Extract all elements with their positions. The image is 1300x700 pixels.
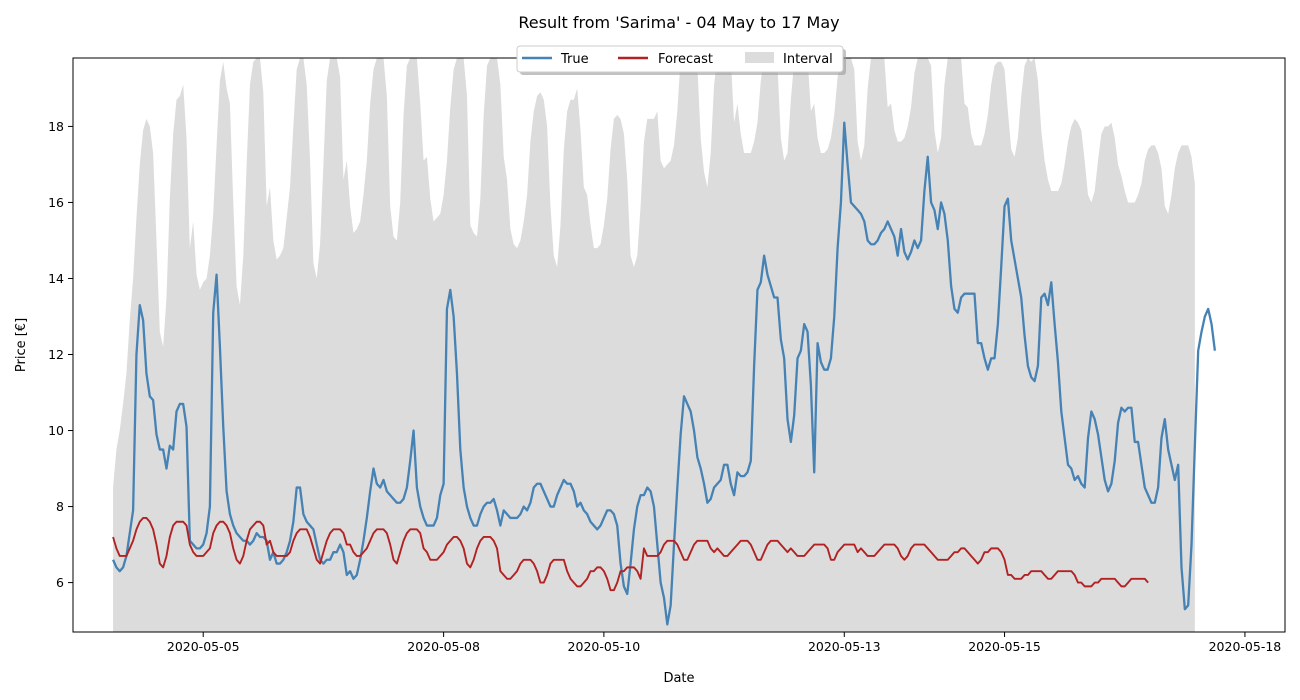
- legend-label-true: True: [560, 52, 589, 67]
- x-tick-label: 2020-05-15: [968, 639, 1041, 654]
- y-tick-label: 12: [48, 347, 64, 362]
- x-axis-ticks: 2020-05-05 2020-05-08 2020-05-10 2020-05-13…: [167, 632, 1281, 654]
- x-tick-label: 2020-05-18: [1209, 639, 1282, 654]
- x-tick-label: 2020-05-08: [407, 639, 480, 654]
- series-interval-band: [113, 58, 1195, 632]
- y-tick-label: 10: [48, 423, 64, 438]
- legend-label-interval: Interval: [783, 52, 833, 67]
- x-tick-label: 2020-05-05: [167, 639, 240, 654]
- y-tick-label: 16: [48, 195, 64, 210]
- chart-title: Result from 'Sarima' - 04 May to 17 May: [518, 13, 839, 32]
- x-axis-title: Date: [663, 671, 694, 686]
- y-axis-ticks: 6 8 10 12 14 16 18: [48, 119, 73, 590]
- legend-swatch-interval: [745, 52, 774, 63]
- legend-label-forecast: Forecast: [658, 52, 713, 67]
- series-line-true: [112, 121, 1217, 626]
- y-tick-label: 8: [56, 499, 64, 514]
- x-tick-label: 2020-05-10: [568, 639, 641, 654]
- y-tick-label: 14: [48, 271, 64, 286]
- y-tick-label: 18: [48, 119, 64, 134]
- y-tick-label: 6: [56, 575, 64, 590]
- legend: True Forecast Interval: [516, 45, 846, 75]
- plot-area: [112, 58, 1217, 632]
- series-line-forecast: [112, 517, 1149, 592]
- y-axis-title: Price [€]: [14, 318, 29, 372]
- x-tick-label: 2020-05-13: [808, 639, 881, 654]
